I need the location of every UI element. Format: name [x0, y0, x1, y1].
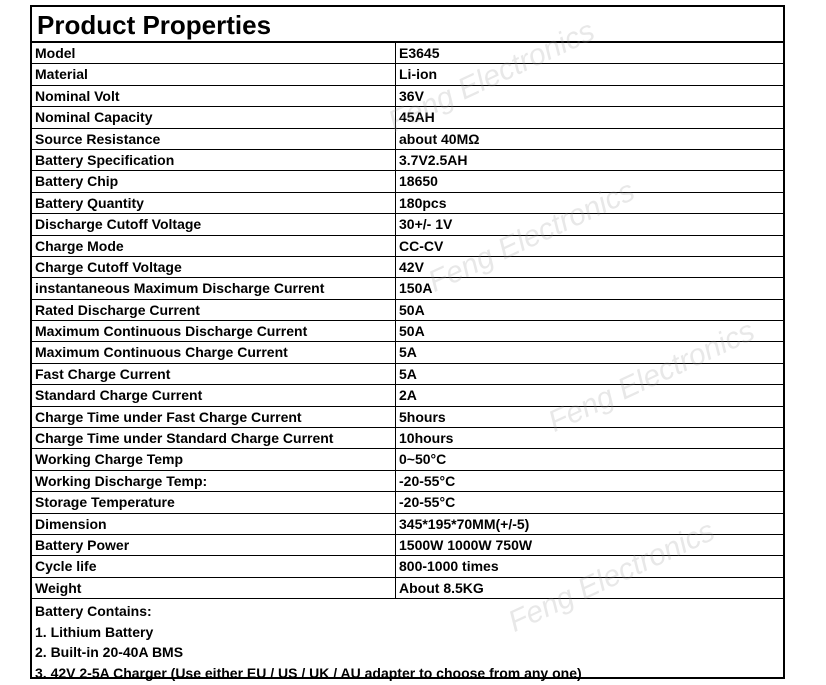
property-value: E3645	[399, 45, 440, 61]
property-key: Charge Cutoff Voltage	[32, 256, 396, 278]
property-row: Model E3645	[32, 43, 783, 65]
property-key: Nominal Capacity	[32, 107, 396, 128]
property-value: 0~50°C	[399, 451, 447, 468]
property-value: 150A	[399, 280, 433, 297]
property-value: 50A	[399, 323, 425, 340]
property-row: Weight About 8.5KG	[32, 577, 783, 600]
property-key: Charge Time under Fast Charge Current	[32, 406, 396, 428]
property-row: instantaneous Maximum Discharge Current 1…	[32, 278, 783, 300]
property-row: Rated Discharge Current 50A	[32, 299, 783, 322]
property-value: 5A	[399, 365, 417, 382]
property-key: Fast Charge Current	[32, 363, 396, 385]
property-key: Battery Chip	[32, 171, 396, 192]
property-value: -20-55°C	[399, 472, 456, 489]
property-row: Fast Charge Current 5A	[32, 363, 783, 386]
property-key: Battery Quantity	[32, 192, 396, 214]
property-row: Source Resistance about 40MΩ	[32, 128, 783, 150]
property-row: Charge Mode CC-CV	[32, 235, 783, 257]
property-key: Maximum Continuous Charge Current	[32, 342, 396, 363]
property-value: 10hours	[399, 430, 454, 447]
property-key: Battery Power	[32, 534, 396, 556]
property-value: 30+/- 1V	[399, 216, 453, 233]
property-value: 42V	[399, 258, 424, 275]
battery-contains-section: Battery Contains: 1. Lithium Battery 2. …	[32, 601, 783, 683]
property-row: Nominal Volt 36V	[32, 85, 783, 108]
page-title: Product Properties	[32, 7, 783, 43]
property-key: Discharge Cutoff Voltage	[32, 214, 396, 235]
property-key: Storage Temperature	[32, 492, 396, 513]
property-value: Li-ion	[399, 66, 438, 83]
contains-heading: Battery Contains:	[35, 603, 152, 619]
property-value: 180pcs	[399, 194, 447, 211]
property-key: Rated Discharge Current	[32, 299, 396, 321]
property-value: 45AH	[399, 109, 435, 126]
property-key: Working Charge Temp	[32, 449, 396, 470]
property-key: Material	[32, 64, 396, 85]
property-row: Discharge Cutoff Voltage 30+/- 1V	[32, 214, 783, 236]
property-row: Battery Power 1500W 1000W 750W	[32, 534, 783, 557]
property-value: -20-55°C	[399, 494, 456, 511]
property-row: Charge Cutoff Voltage 42V	[32, 256, 783, 279]
property-row: Charge Time under Standard Charge Curren…	[32, 428, 783, 450]
property-value: 18650	[399, 173, 438, 190]
property-value: 2A	[399, 387, 417, 404]
property-value: 800-1000 times	[399, 558, 499, 575]
property-value: 5hours	[399, 408, 446, 425]
property-row: Battery Chip 18650	[32, 171, 783, 193]
property-row: Dimension 345*195*70MM(+/-5)	[32, 513, 783, 535]
property-row: Battery Quantity 180pcs	[32, 192, 783, 215]
property-row: Working Charge Temp 0~50°C	[32, 449, 783, 471]
property-key: Cycle life	[32, 556, 396, 577]
property-key: Working Discharge Temp:	[32, 470, 396, 492]
property-row: Maximum Continuous Charge Current 5A	[32, 342, 783, 364]
contains-item-2: 2. Built-in 20-40A BMS	[35, 644, 184, 660]
property-key: Nominal Volt	[32, 85, 396, 107]
property-key: instantaneous Maximum Discharge Current	[32, 278, 396, 299]
product-properties-sheet: Product Properties Model E3645 Material Li-…	[30, 5, 785, 681]
property-row: Standard Charge Current 2A	[32, 385, 783, 407]
property-row: Cycle life 800-1000 times	[32, 556, 783, 578]
property-value: 36V	[399, 87, 424, 104]
property-key: Source Resistance	[32, 128, 396, 149]
property-row: Working Discharge Temp: -20-55°C	[32, 470, 783, 493]
property-value: CC-CV	[399, 237, 444, 254]
property-value: 50A	[399, 301, 425, 318]
property-key: Standard Charge Current	[32, 385, 396, 406]
property-value: 1500W 1000W 750W	[399, 536, 533, 553]
properties-table: Model E3645 Material Li-ion Nominal Volt 36V N…	[32, 43, 783, 600]
property-value: About 8.5KG	[399, 579, 484, 596]
property-value: 3.7V2.5AH	[399, 151, 468, 168]
property-key: Battery Specification	[32, 149, 396, 171]
property-row: Maximum Continuous Discharge Current 50A	[32, 321, 783, 343]
property-row: Storage Temperature -20-55°C	[32, 492, 783, 514]
property-key: Charge Time under Standard Charge Curren…	[32, 428, 396, 449]
property-key: Weight	[32, 577, 396, 599]
property-row: Charge Time under Fast Charge Current 5ho…	[32, 406, 783, 429]
property-row: Material Li-ion	[32, 64, 783, 86]
property-key: Maximum Continuous Discharge Current	[32, 321, 396, 342]
property-key: Charge Mode	[32, 235, 396, 256]
property-value: 5A	[399, 344, 417, 361]
property-key: Dimension	[32, 513, 396, 534]
contains-item-1: 1. Lithium Battery	[35, 623, 154, 640]
property-key: Model	[32, 43, 396, 64]
property-value: 345*195*70MM(+/-5)	[399, 515, 530, 532]
property-value: about 40MΩ	[399, 130, 480, 147]
property-row: Nominal Capacity 45AH	[32, 107, 783, 129]
contains-item-3: 3. 42V 2-5A Charger (Use either EU / US …	[35, 664, 582, 681]
property-row: Battery Specification 3.7V2.5AH	[32, 149, 783, 172]
